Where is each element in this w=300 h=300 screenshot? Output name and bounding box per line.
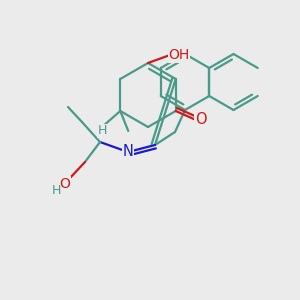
Text: O: O bbox=[60, 177, 70, 191]
Text: H: H bbox=[97, 124, 107, 137]
Text: H: H bbox=[51, 184, 61, 197]
Text: N: N bbox=[123, 145, 134, 160]
Text: O: O bbox=[195, 112, 206, 127]
Text: OH: OH bbox=[168, 48, 190, 62]
